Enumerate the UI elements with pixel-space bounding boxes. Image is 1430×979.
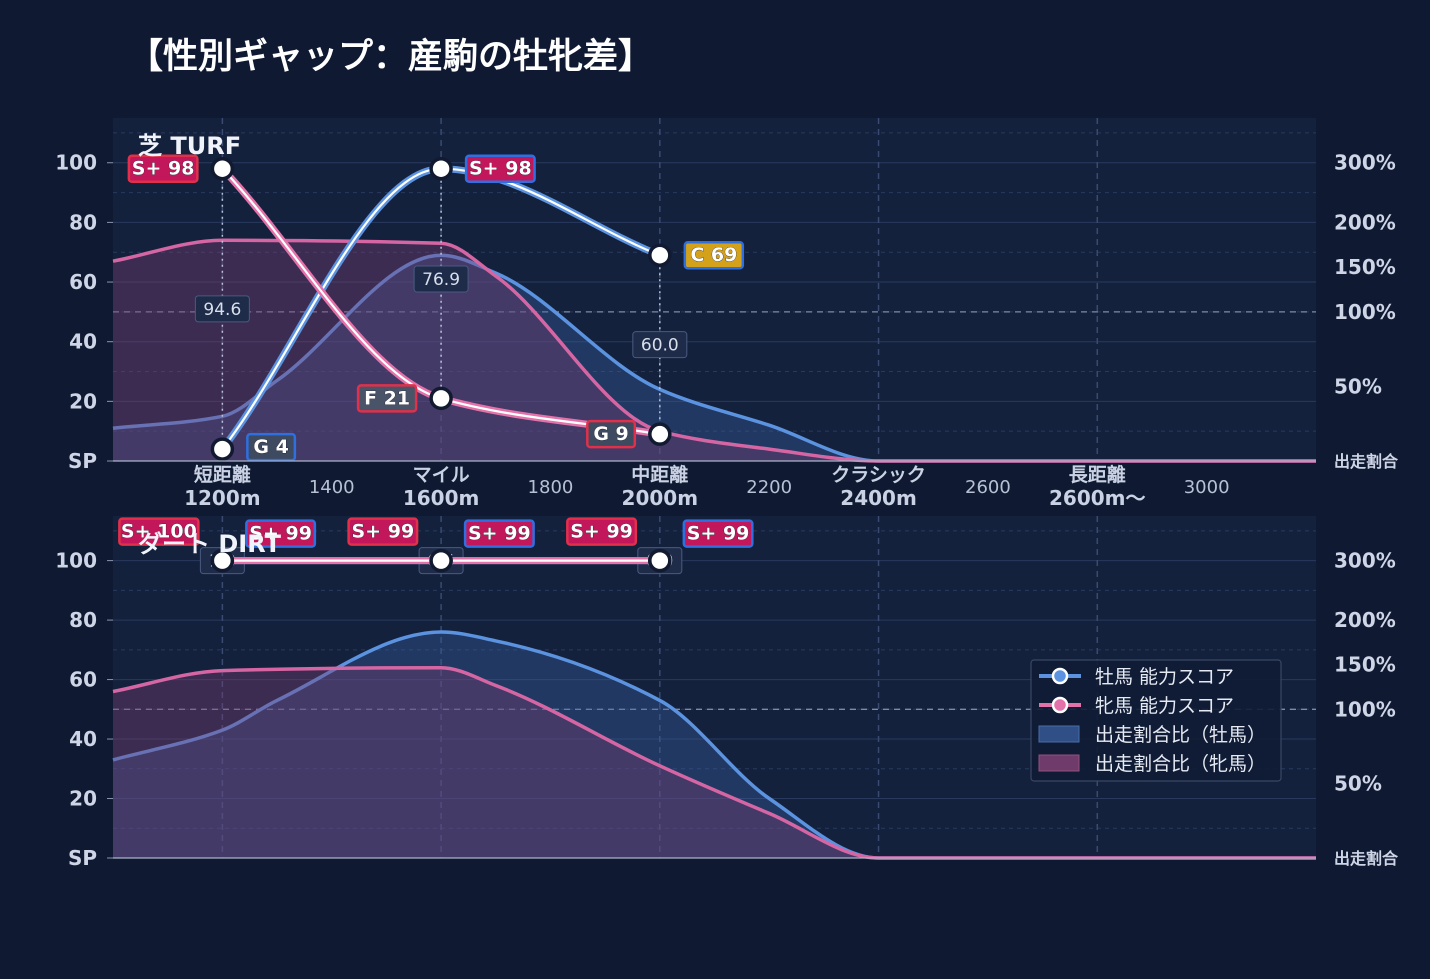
y-tick-label: SP bbox=[68, 846, 97, 870]
grade-badge bbox=[566, 517, 638, 546]
grade-badge bbox=[586, 419, 637, 449]
panel-turf: 94.6 76.9 60.0 G 4 S+ 98 C 69 S+ 98 F 21 G 9 芝 TU… bbox=[55, 118, 1399, 510]
female-score-point bbox=[210, 156, 235, 181]
y-tick-label: 80 bbox=[69, 608, 97, 632]
x-tick-label-distance: 1600m bbox=[403, 486, 480, 510]
y-tick-label: 20 bbox=[69, 389, 97, 413]
x-tick-label-minor: 1800 bbox=[528, 477, 574, 498]
x-tick-label-category: 中距離 bbox=[631, 463, 688, 486]
y2-tick-label: 100% bbox=[1334, 300, 1396, 324]
grade-badge bbox=[683, 240, 745, 270]
legend-box bbox=[1030, 659, 1282, 782]
y2-tick-label: 出走割合 bbox=[1334, 452, 1399, 471]
gap-label-box bbox=[632, 331, 688, 359]
male-legend-patch-swatch bbox=[1038, 725, 1080, 743]
grade-badge-label: S+ 99 bbox=[687, 523, 750, 545]
y2-tick-label: 300% bbox=[1334, 549, 1396, 573]
x-tick-label-category: 短距離 bbox=[194, 463, 251, 486]
male-ratio-area bbox=[113, 632, 1316, 858]
y-tick-label: SP bbox=[68, 449, 97, 473]
y-tick-label: 40 bbox=[69, 330, 97, 354]
y2-tick-label: 200% bbox=[1334, 210, 1396, 234]
x-tick-label-distance: 2000m bbox=[622, 486, 699, 510]
legend-label: 牡馬 能力スコア bbox=[1095, 666, 1234, 688]
gap-label: 60.0 bbox=[641, 336, 679, 356]
male-legend-marker bbox=[1051, 667, 1069, 685]
grade-badge bbox=[118, 517, 200, 546]
y2-tick-label: 出走割合 bbox=[1334, 849, 1399, 868]
male-score-point bbox=[648, 243, 672, 267]
chart-title: 【性別ギャップ：産駒の牡牝差】 bbox=[128, 37, 653, 77]
x-tick-label-minor: 1400 bbox=[309, 477, 355, 498]
y-tick-label: 40 bbox=[69, 727, 97, 751]
x-tick-label-distance: 2400m bbox=[840, 486, 917, 510]
grade-badge bbox=[682, 519, 754, 548]
x-tick-label-category: 長距離 bbox=[1069, 463, 1126, 486]
grade-badge bbox=[245, 519, 317, 548]
gap-label: 94.6 bbox=[203, 300, 241, 320]
y-tick-label: 60 bbox=[69, 270, 97, 294]
legend-label: 出走割合比（牝馬） bbox=[1095, 753, 1266, 775]
y2-tick-label: 200% bbox=[1334, 608, 1396, 632]
grade-badge-label: S+ 98 bbox=[469, 158, 532, 180]
grade-badge bbox=[356, 384, 418, 413]
legend-label: 出走割合比（牡馬） bbox=[1095, 724, 1266, 746]
female-legend-marker bbox=[1051, 696, 1069, 714]
grade-badge-label: S+ 99 bbox=[570, 521, 633, 543]
x-tick-label-minor: 2200 bbox=[746, 477, 792, 498]
grade-badge bbox=[246, 432, 297, 462]
panel-title: ダート DIRT bbox=[138, 530, 282, 558]
x-tick-label-distance: 1200m bbox=[184, 486, 261, 510]
grade-badge bbox=[127, 154, 199, 183]
grade-badge-label: G 9 bbox=[593, 423, 628, 445]
grade-badge-label: G 4 bbox=[253, 436, 288, 458]
female-score-point bbox=[648, 422, 672, 446]
grade-badge-label: F 21 bbox=[364, 387, 410, 409]
x-tick-label-distance: 2600m〜 bbox=[1049, 486, 1146, 510]
y2-tick-label: 150% bbox=[1334, 255, 1396, 279]
x-tick-label-minor: 2600 bbox=[965, 477, 1011, 498]
female-legend-patch-swatch bbox=[1038, 754, 1080, 772]
y-tick-label: 20 bbox=[69, 787, 97, 811]
y2-tick-label: 50% bbox=[1334, 772, 1382, 796]
legend-label: 牝馬 能力スコア bbox=[1095, 695, 1234, 717]
grade-badge-label: S+ 99 bbox=[468, 523, 531, 545]
panel-background bbox=[113, 118, 1316, 461]
y2-tick-label: 300% bbox=[1334, 151, 1396, 175]
male-score-point bbox=[210, 437, 235, 461]
gap-label-box bbox=[413, 265, 469, 293]
grade-badge bbox=[464, 154, 536, 183]
y2-tick-label: 150% bbox=[1334, 653, 1396, 677]
male-score-point bbox=[429, 548, 453, 573]
grade-badge bbox=[347, 517, 419, 546]
y2-tick-label: 50% bbox=[1334, 374, 1382, 398]
grade-badge-label: S+ 98 bbox=[132, 158, 195, 180]
y-tick-label: 60 bbox=[69, 668, 97, 692]
male-score-point bbox=[210, 548, 235, 573]
male-score-point bbox=[429, 156, 453, 181]
grade-badge-label: S+ 99 bbox=[249, 523, 312, 545]
grade-badge-label: S+ 99 bbox=[352, 521, 415, 543]
gap-label: 76.9 bbox=[422, 270, 460, 290]
male-score-point bbox=[648, 548, 672, 573]
x-tick-label-category: マイル bbox=[413, 464, 470, 486]
x-tick-label-category: クラシック bbox=[831, 464, 926, 486]
female-score-line-inner bbox=[221, 167, 660, 436]
grade-badge-label: S+ 100 bbox=[121, 521, 197, 543]
gap-label-box bbox=[194, 295, 250, 323]
y-tick-label: 100 bbox=[55, 151, 97, 175]
x-tick-label-minor: 3000 bbox=[1184, 477, 1230, 498]
panel-title: 芝 TURF bbox=[138, 132, 241, 160]
y-tick-label: 80 bbox=[69, 210, 97, 234]
female-score-point bbox=[429, 386, 453, 411]
grade-badge-label: C 69 bbox=[690, 244, 737, 266]
y-tick-label: 100 bbox=[55, 549, 97, 573]
female-ratio-area bbox=[113, 667, 1316, 858]
y2-tick-label: 100% bbox=[1334, 697, 1396, 721]
grade-badge bbox=[463, 519, 535, 548]
